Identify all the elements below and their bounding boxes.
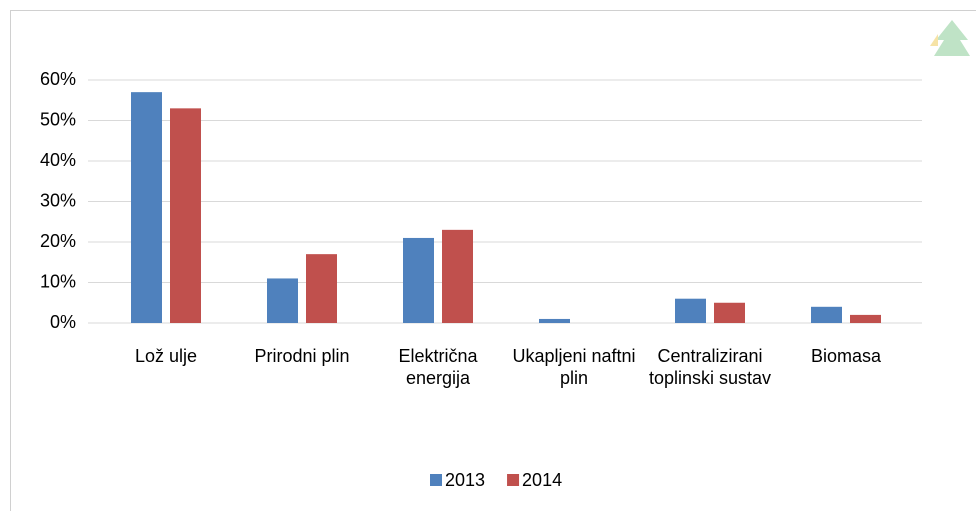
y-tick-label: 40% [40,150,76,170]
bar [850,314,881,323]
y-tick-label: 30% [40,190,76,210]
bar [170,108,201,323]
bar [714,302,745,323]
logo [930,20,970,56]
bar [675,298,706,323]
x-tick-label: Ukapljeni naftni plin [512,346,636,388]
bar [403,237,434,323]
chart-frame [10,10,976,511]
x-tick-label: Centralizirani toplinski sustav [648,346,772,388]
legend-label: 2014 [522,470,562,490]
bar [811,306,842,323]
x-tick-label: Električna energija [398,346,478,388]
bar [306,254,337,323]
legend-swatch [507,474,520,486]
y-tick-label: 60% [40,69,76,89]
legend-swatch [430,474,442,486]
legend-label: 2013 [445,470,485,490]
y-tick-label: 0% [50,312,76,332]
x-tick-label: Prirodni plin [254,346,350,366]
y-tick-label: 10% [40,271,76,291]
bar [267,278,298,323]
x-tick-label: Lož ulje [134,346,198,366]
bar [539,318,570,323]
bar [131,92,162,324]
y-tick-label: 20% [40,231,76,251]
bar [442,229,473,323]
y-tick-label: 50% [40,109,76,129]
x-tick-label: Biomasa [810,346,882,366]
